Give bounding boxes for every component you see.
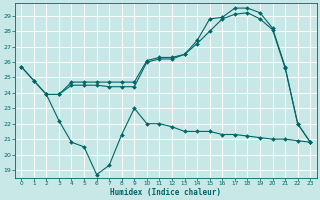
X-axis label: Humidex (Indice chaleur): Humidex (Indice chaleur) [110, 188, 221, 197]
